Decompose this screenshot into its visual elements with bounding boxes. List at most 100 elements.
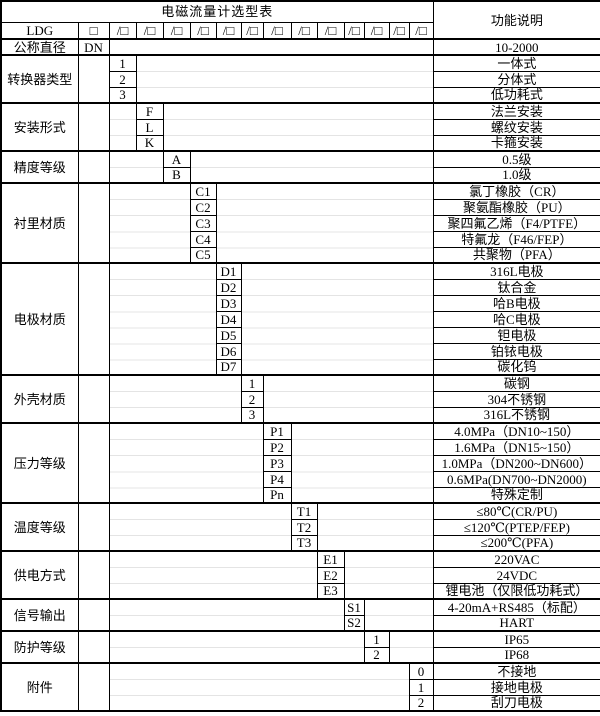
option-code: P2	[262, 438, 292, 456]
group-name: 转换器类型	[0, 54, 79, 104]
blank-cell	[108, 630, 365, 664]
option-description: 0.5级	[432, 150, 600, 168]
blank-cell	[316, 502, 434, 552]
option-description: 1.0MPa（DN200~DN600）	[432, 454, 600, 472]
blank-cell	[108, 102, 137, 152]
option-code: 1	[240, 374, 264, 392]
model-code-slot: /□	[343, 21, 365, 40]
option-code: 2	[363, 646, 390, 664]
option-description: 220VAC	[432, 550, 600, 568]
option-code: Pn	[262, 486, 292, 504]
option-code: S2	[343, 614, 365, 632]
option-description: 钽电极	[432, 326, 600, 344]
option-description: HART	[432, 614, 600, 632]
option-description: 哈B电极	[432, 294, 600, 312]
option-description: 316L电极	[432, 262, 600, 280]
option-description: 聚氨酯橡胶（PU）	[432, 198, 600, 216]
option-code: D3	[215, 294, 242, 312]
option-description: ≤200℃(PFA)	[432, 534, 600, 552]
option-description: 特氟龙（F46/FEP）	[432, 230, 600, 248]
group-name: 衬里材质	[0, 182, 79, 264]
option-code: D1	[215, 262, 242, 280]
blank-cell	[108, 182, 191, 264]
option-code: 2	[240, 390, 264, 408]
group-name: 公称直径	[0, 38, 79, 56]
blank-cell	[77, 102, 110, 152]
option-code: T1	[290, 502, 318, 520]
option-code: C2	[189, 198, 217, 216]
option-description: 低功耗式	[432, 86, 600, 104]
option-code: C1	[189, 182, 217, 200]
blank-cell	[77, 502, 110, 552]
group-name: 供电方式	[0, 550, 79, 600]
option-code: B	[162, 166, 191, 184]
group-name: 安装形式	[0, 102, 79, 152]
option-code: C4	[189, 230, 217, 248]
model-code-slot: /□	[240, 21, 264, 40]
blank-cell	[290, 422, 434, 504]
option-description: 一体式	[432, 54, 600, 72]
blank-cell	[108, 38, 434, 56]
blank-cell	[108, 374, 242, 424]
option-code: P3	[262, 454, 292, 472]
model-code-slot: /□	[388, 21, 410, 40]
blank-cell	[108, 150, 164, 184]
function-column-header: 功能说明	[432, 0, 600, 40]
option-code: S1	[343, 598, 365, 616]
model-code-slot: /□	[135, 21, 164, 40]
option-description: 碳化钨	[432, 358, 600, 376]
blank-cell	[77, 630, 110, 664]
option-code: 3	[240, 406, 264, 424]
group-name: 信号输出	[0, 598, 79, 632]
blank-cell	[77, 550, 110, 600]
blank-cell	[77, 262, 110, 376]
option-code: 1	[108, 54, 137, 72]
option-code: D2	[215, 278, 242, 296]
blank-cell	[108, 550, 318, 600]
blank-cell	[108, 422, 264, 504]
option-description: 法兰安装	[432, 102, 600, 120]
model-code-slot: /□	[262, 21, 292, 40]
option-code: 1	[363, 630, 390, 648]
option-code: P4	[262, 470, 292, 488]
option-description: 分体式	[432, 70, 600, 88]
blank-cell	[108, 502, 292, 552]
option-code: 2	[108, 70, 137, 88]
blank-cell	[215, 182, 434, 264]
blank-cell	[135, 54, 434, 104]
option-description: 304不锈钢	[432, 390, 600, 408]
blank-cell	[162, 102, 434, 152]
option-code: L	[135, 118, 164, 136]
option-code: D4	[215, 310, 242, 328]
table-title: 电磁流量计选型表	[0, 0, 434, 23]
option-description: 1.0级	[432, 166, 600, 184]
model-code-slot: /□	[215, 21, 242, 40]
option-description: 10-2000	[432, 38, 600, 56]
blank-cell	[77, 54, 110, 104]
group-name: 精度等级	[0, 150, 79, 184]
blank-cell	[77, 422, 110, 504]
option-description: 24VDC	[432, 566, 600, 584]
blank-cell	[388, 630, 434, 664]
option-description: 碳钢	[432, 374, 600, 392]
option-code: DN	[77, 38, 110, 56]
blank-cell	[262, 374, 434, 424]
model-code-prefix: LDG	[0, 21, 79, 40]
option-description: 钛合金	[432, 278, 600, 296]
option-description: 刮刀电极	[432, 694, 600, 712]
option-description: 铂铱电极	[432, 342, 600, 360]
option-description: 0.6MPa(DN700~DN2000)	[432, 470, 600, 488]
option-code: K	[135, 134, 164, 152]
option-code: A	[162, 150, 191, 168]
option-description: 4.0MPa（DN10~150）	[432, 422, 600, 440]
blank-cell	[363, 598, 434, 632]
option-code: 2	[408, 694, 434, 712]
option-description: 4-20mA+RS485（标配）	[432, 598, 600, 616]
blank-cell	[343, 550, 434, 600]
option-description: ≤80℃(CR/PU)	[432, 502, 600, 520]
option-code: C3	[189, 214, 217, 232]
option-code: D5	[215, 326, 242, 344]
option-code: T3	[290, 534, 318, 552]
model-code-slot: /□	[162, 21, 191, 40]
